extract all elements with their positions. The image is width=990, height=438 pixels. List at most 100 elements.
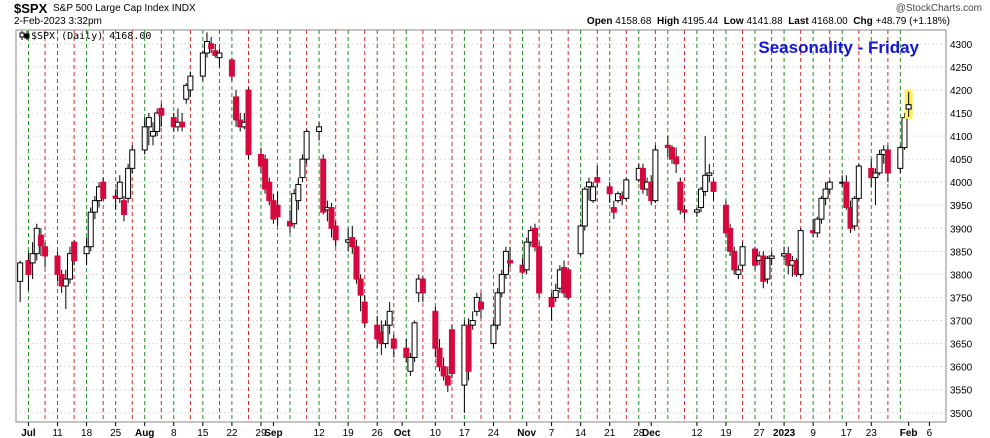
x-tick-16: 24 — [488, 428, 500, 438]
y-tick-4050: 4050 — [950, 155, 973, 166]
candle-body — [876, 154, 883, 174]
chg-label: Chg — [853, 16, 873, 27]
candle-0 — [17, 260, 24, 303]
candle-body — [266, 181, 273, 202]
candle-138 — [818, 196, 825, 224]
ohlc-readout: Open 4158.68 High 4195.44 Low 4141.88 La… — [587, 16, 950, 27]
candle-body — [179, 121, 186, 128]
candle-body — [357, 278, 364, 296]
copyright: @StockCharts.com — [895, 3, 982, 14]
x-tick-13: Oct — [394, 428, 411, 438]
candle-body — [764, 257, 771, 280]
candle-28 — [179, 113, 186, 132]
candle-33 — [208, 36, 215, 54]
candle-body — [145, 117, 152, 128]
candle-body — [87, 211, 94, 248]
candle-body — [320, 158, 327, 213]
candle-body — [386, 310, 393, 326]
candle-body — [664, 144, 671, 149]
x-tick-12: 26 — [372, 428, 384, 438]
candle-body — [494, 292, 501, 326]
candle-body — [739, 246, 746, 266]
candle-43 — [266, 177, 273, 206]
candle-82 — [494, 288, 501, 330]
candle-124 — [735, 265, 742, 280]
candle-body — [150, 130, 157, 137]
candle-95 — [565, 267, 572, 300]
candle-body — [565, 269, 572, 298]
candle-90 — [536, 242, 543, 298]
candle-body — [295, 183, 302, 202]
candle-9 — [66, 246, 73, 284]
y-tick-3650: 3650 — [950, 340, 973, 351]
security-name-text: S&P 500 Large Cap Index — [53, 3, 170, 14]
candle-body — [698, 188, 705, 209]
candle-body — [274, 204, 281, 218]
x-tick-25: 27 — [754, 428, 766, 438]
candle-body — [228, 59, 235, 77]
candle-body — [673, 156, 680, 165]
candle-body — [116, 181, 123, 199]
candle-65 — [390, 334, 397, 358]
high-value: 4195.44 — [681, 16, 719, 27]
candle-body — [548, 296, 555, 308]
candle-80 — [478, 292, 484, 319]
candle-body — [731, 250, 738, 271]
y-tick-4150: 4150 — [950, 109, 973, 120]
candle-67 — [407, 352, 414, 376]
candle-11 — [83, 237, 90, 266]
open-value: 4158.68 — [615, 16, 652, 27]
x-tick-29: 23 — [866, 428, 878, 438]
candle-body — [577, 225, 584, 255]
seasonality-lines — [27, 30, 901, 422]
candle-100 — [594, 166, 601, 187]
candle-89 — [531, 223, 538, 252]
y-tick-3950: 3950 — [950, 201, 973, 212]
candle-body — [818, 197, 825, 220]
low-value: 4141.88 — [746, 16, 783, 27]
candle-body — [490, 324, 497, 345]
x-tick-3: 25 — [110, 428, 122, 438]
x-tick-0: Jul — [21, 428, 36, 438]
candle-body — [37, 234, 44, 247]
candle-96 — [577, 223, 584, 256]
candle-129 — [764, 255, 771, 284]
candle-body — [436, 347, 443, 368]
candle-body — [361, 301, 368, 324]
candle-71 — [432, 306, 439, 358]
high-label: High — [656, 16, 680, 27]
candle-81 — [490, 320, 497, 349]
candle-105 — [623, 177, 630, 201]
candle-body — [54, 255, 61, 275]
candle-body — [623, 179, 630, 199]
candle-body — [125, 167, 132, 199]
candle-body — [668, 147, 675, 160]
x-tick-14: 10 — [430, 428, 442, 438]
candle-29 — [183, 83, 190, 104]
chart-title: Seasonality - Friday — [758, 38, 919, 57]
candle-63 — [382, 320, 389, 349]
candle-body — [693, 209, 700, 213]
candle-77 — [465, 318, 472, 381]
candle-body — [183, 84, 190, 100]
candle-body — [71, 241, 78, 262]
candle-144 — [851, 196, 858, 231]
candle-12 — [87, 207, 94, 252]
candle-body — [62, 278, 69, 287]
candle-body — [216, 52, 223, 59]
candle-45 — [274, 191, 281, 226]
candle-5 — [42, 242, 49, 268]
candle-body — [83, 246, 90, 255]
candle-body — [382, 324, 389, 345]
candle-body — [353, 246, 360, 280]
candle-body — [884, 149, 891, 174]
candle-body — [25, 260, 32, 275]
last-label: Last — [788, 16, 809, 27]
candle-153 — [904, 90, 913, 119]
candle-body — [851, 197, 858, 227]
candle-42 — [262, 154, 269, 194]
candle-body — [303, 130, 310, 160]
candle-113 — [673, 147, 680, 173]
candle-body — [639, 167, 646, 190]
